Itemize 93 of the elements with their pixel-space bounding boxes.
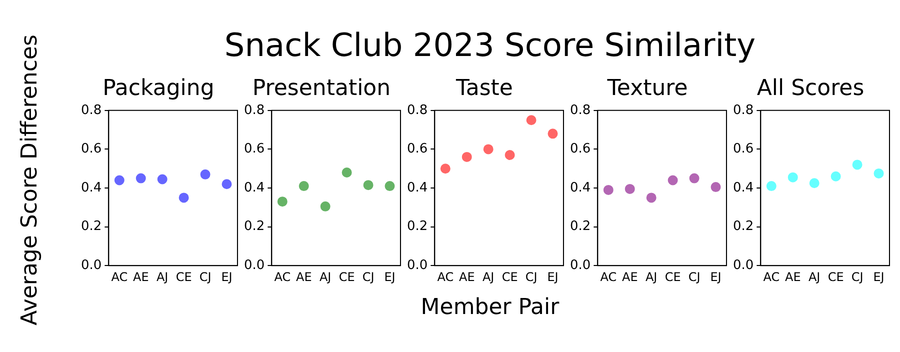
x-tick-label: AE — [458, 270, 475, 284]
x-tick-label: AJ — [482, 270, 494, 284]
y-tick-label: 0.0 — [80, 258, 102, 273]
point — [200, 169, 210, 180]
y-tick-label: 0.6 — [406, 142, 428, 157]
point — [526, 115, 536, 126]
chart-title: Packaging — [102, 76, 214, 101]
y-tick-label: 0.8 — [244, 102, 265, 118]
x-tick-label: AC — [111, 270, 128, 284]
y-tick-label: 0.2 — [244, 219, 265, 234]
y-tick-label: 0.6 — [80, 142, 102, 157]
x-tick-label: CE — [338, 270, 355, 284]
point — [483, 144, 494, 154]
x-tick-label: AC — [600, 270, 617, 284]
point — [874, 168, 884, 178]
x-tick-label: EJ — [384, 270, 396, 284]
text: Member Pair — [420, 295, 560, 320]
x-tick-label: AE — [132, 270, 149, 284]
y-tick-label: 0.8 — [80, 102, 102, 118]
x-tick-label: CJ — [525, 270, 538, 284]
x-tick-label: EJ — [221, 270, 232, 284]
y-tick-label: 0.0 — [570, 258, 591, 273]
y-tick-label: 0.8 — [732, 102, 754, 118]
point — [320, 201, 330, 212]
point — [788, 172, 798, 182]
x-tick-label: EJ — [547, 270, 558, 284]
x-tick-label: CE — [502, 270, 518, 284]
x-tick-label: AC — [763, 270, 780, 284]
y-tick-label: 0.8 — [406, 102, 428, 118]
point — [178, 192, 189, 203]
text: Snack Club 2023 Score Similarity — [224, 26, 756, 64]
y-tick-label: 0.6 — [732, 142, 754, 157]
x-tick-label: CE — [176, 270, 192, 284]
point — [504, 150, 515, 160]
point — [766, 181, 776, 192]
point — [363, 180, 374, 190]
x-tick-label: CJ — [199, 270, 212, 284]
y-tick-label: 0.4 — [406, 180, 428, 196]
point — [548, 128, 558, 139]
point — [852, 160, 862, 170]
point — [830, 171, 841, 182]
y-tick-label: 0.0 — [406, 258, 428, 273]
x-tick-label: EJ — [710, 270, 722, 284]
x-tick-label: AC — [274, 270, 291, 284]
chart-title: All Scores — [756, 76, 864, 101]
chart-title: Texture — [606, 76, 688, 101]
point — [157, 174, 168, 184]
point — [440, 164, 450, 174]
x-tick-label: CJ — [851, 270, 864, 284]
y-tick-label: 0.4 — [732, 180, 754, 196]
y-tick-label: 0.6 — [244, 142, 265, 157]
y-tick-label: 0.4 — [80, 180, 102, 196]
point — [136, 173, 146, 184]
y-tick-label: 0.2 — [80, 219, 102, 234]
x-tick-label: AE — [784, 270, 801, 284]
point — [384, 181, 395, 192]
y-tick-label: 0.4 — [570, 180, 591, 196]
chart-title: Presentation — [252, 76, 391, 101]
text: Average Score Differences — [18, 34, 42, 326]
chart-title: Taste — [455, 76, 513, 101]
point — [646, 192, 656, 203]
point — [462, 152, 472, 162]
y-tick-label: 0.4 — [244, 180, 265, 196]
point — [277, 196, 288, 207]
y-tick-label: 0.2 — [732, 219, 754, 234]
x-tick-label: AJ — [319, 270, 332, 284]
point — [689, 173, 700, 184]
x-tick-label: EJ — [873, 270, 884, 284]
y-tick-label: 0.8 — [570, 102, 591, 118]
point — [298, 181, 309, 192]
point — [710, 182, 721, 192]
x-tick-label: AJ — [808, 270, 820, 284]
x-tick-label: CE — [828, 270, 844, 284]
x-tick-label: CE — [664, 270, 681, 284]
point — [342, 167, 352, 178]
y-tick-label: 0.0 — [244, 258, 265, 273]
x-tick-label: CJ — [688, 270, 700, 284]
y-tick-label: 0.0 — [732, 258, 754, 273]
point — [668, 175, 678, 186]
x-tick-label: AJ — [156, 270, 168, 284]
point — [624, 184, 635, 194]
point — [114, 175, 124, 186]
x-tick-label: AE — [296, 270, 312, 284]
x-tick-label: AJ — [645, 270, 658, 284]
x-tick-label: AE — [622, 270, 638, 284]
point — [809, 178, 820, 188]
point — [222, 179, 232, 190]
y-tick-label: 0.2 — [570, 219, 591, 234]
x-tick-label: CJ — [362, 270, 374, 284]
y-tick-label: 0.2 — [406, 219, 428, 234]
x-tick-label: AC — [437, 270, 454, 284]
y-tick-label: 0.6 — [570, 142, 591, 157]
point — [603, 184, 614, 195]
